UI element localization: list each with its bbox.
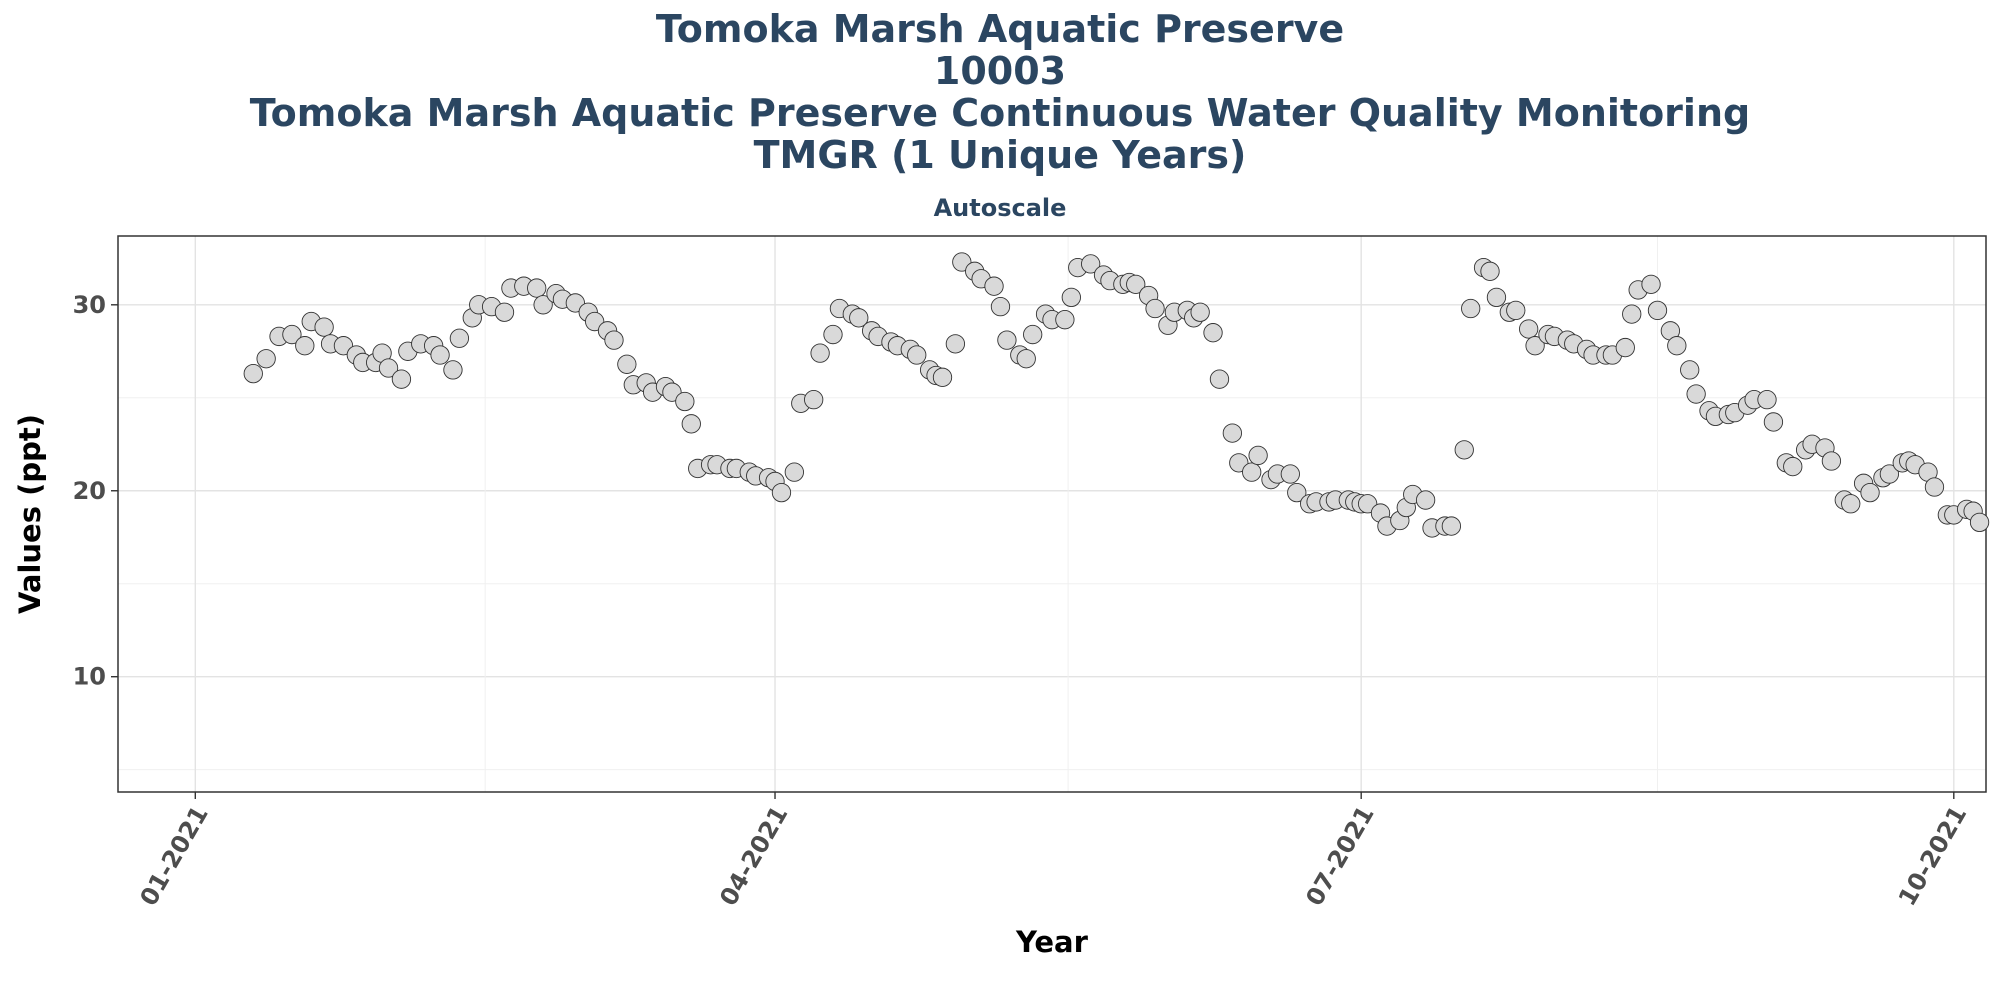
chart-subtitle: Autoscale xyxy=(933,194,1067,222)
data-point xyxy=(1461,298,1481,319)
data-point xyxy=(932,367,953,387)
data-point xyxy=(945,334,966,354)
data-point xyxy=(1454,440,1474,460)
data-point xyxy=(1525,336,1545,356)
data-point xyxy=(1879,464,1900,484)
y-axis-ticks: 10 20 30 xyxy=(73,291,118,691)
data-point xyxy=(1126,274,1146,294)
data-point xyxy=(1016,349,1036,369)
y-tick-label: 20 xyxy=(73,477,106,505)
data-point xyxy=(443,360,463,380)
data-point xyxy=(907,345,927,365)
x-axis-label: Year xyxy=(1015,925,1089,959)
data-point xyxy=(1686,384,1706,404)
data-point xyxy=(1486,287,1507,308)
data-point xyxy=(391,369,412,389)
x-tick-label: 10-2021 xyxy=(1893,801,1972,910)
data-point xyxy=(378,358,399,378)
data-point xyxy=(1680,360,1700,380)
y-tick-label: 30 xyxy=(73,291,106,319)
y-tick-label: 10 xyxy=(73,663,106,691)
data-point xyxy=(282,324,302,345)
plot-panel-border xyxy=(117,235,1987,793)
data-point xyxy=(1190,302,1210,322)
data-point xyxy=(990,297,1011,317)
data-point xyxy=(1280,464,1300,484)
data-point xyxy=(430,345,450,365)
data-point xyxy=(494,302,515,322)
data-point xyxy=(1055,310,1075,330)
data-point xyxy=(1023,324,1043,345)
data-point xyxy=(1248,445,1268,466)
data-point xyxy=(1415,490,1436,510)
data-point xyxy=(1506,300,1526,321)
data-point xyxy=(295,336,315,356)
data-point xyxy=(771,482,792,503)
data-point xyxy=(823,324,843,345)
data-point xyxy=(1969,512,1990,533)
data-point xyxy=(1242,462,1262,482)
data-point xyxy=(810,343,830,363)
data-point xyxy=(604,330,624,350)
data-point xyxy=(1615,337,1635,358)
data-point xyxy=(1209,369,1230,389)
data-point xyxy=(1667,336,1687,356)
data-point xyxy=(1080,254,1101,274)
data-point xyxy=(984,276,1004,296)
data-point xyxy=(256,349,276,369)
data-points xyxy=(243,252,1990,538)
x-tick-label: 07-2021 xyxy=(1300,801,1379,910)
data-point xyxy=(533,295,553,315)
x-tick-label: 01-2021 xyxy=(134,801,213,910)
data-point xyxy=(1145,298,1165,319)
data-point xyxy=(1641,274,1661,294)
chart-title-line-4: TMGR (1 Unique Years) xyxy=(753,133,1247,177)
data-point xyxy=(784,462,804,482)
data-point xyxy=(527,278,547,298)
data-point xyxy=(314,317,334,337)
data-point xyxy=(1287,482,1307,503)
x-axis-ticks: 01-2021 04-2021 07-2021 10-2021 xyxy=(134,792,1972,911)
data-point xyxy=(1924,477,1945,497)
data-point xyxy=(1622,304,1642,324)
chart-titles: Tomoka Marsh Aquatic Preserve 10003 Tomo… xyxy=(0,8,2000,222)
y-axis-label: Values (ppt) xyxy=(13,414,47,614)
data-point xyxy=(1203,323,1223,343)
data-point xyxy=(1763,412,1784,432)
data-point xyxy=(1441,516,1462,536)
data-point xyxy=(675,391,695,412)
data-point xyxy=(1860,482,1880,503)
data-point xyxy=(1841,494,1861,514)
data-point xyxy=(1519,319,1539,339)
data-point xyxy=(1480,261,1500,281)
data-point xyxy=(1222,423,1243,443)
data-point xyxy=(997,330,1017,350)
x-tick-label: 04-2021 xyxy=(714,801,793,910)
data-point xyxy=(617,354,637,374)
data-point xyxy=(804,389,824,410)
data-point xyxy=(1783,456,1803,477)
chart-title-line-1: Tomoka Marsh Aquatic Preserve xyxy=(655,7,1345,51)
data-point xyxy=(849,308,869,328)
data-point xyxy=(681,414,701,434)
data-point xyxy=(1647,300,1668,321)
chart-title-line-2: 10003 xyxy=(933,49,1067,93)
data-point xyxy=(1757,389,1777,410)
data-point xyxy=(1821,451,1842,471)
chart-title-line-3: Tomoka Marsh Aquatic Preserve Continuous… xyxy=(249,91,1751,135)
data-point xyxy=(243,363,263,384)
data-point xyxy=(449,328,470,348)
data-point xyxy=(1061,287,1081,308)
